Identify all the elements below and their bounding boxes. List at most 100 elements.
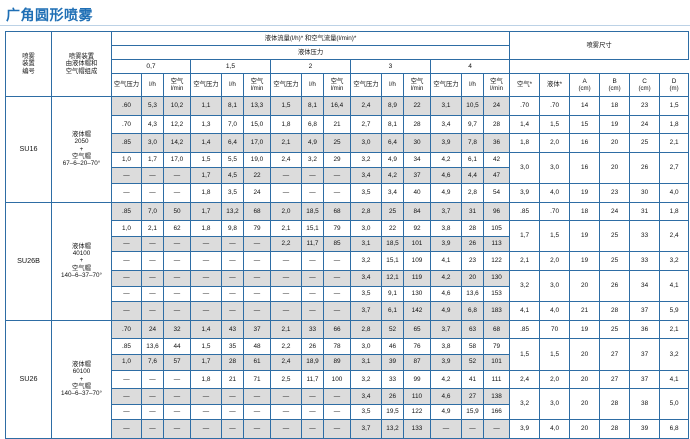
header-air-lmin-5: 空气 l/min bbox=[482, 73, 511, 97]
header-air-lmin-1: 空气 l/min bbox=[163, 73, 191, 97]
assembly-line-3: + bbox=[79, 257, 84, 265]
data-cell-empty: — bbox=[243, 388, 271, 405]
data-cell: 4,2 bbox=[381, 167, 404, 184]
data-cell-empty: — bbox=[323, 251, 351, 271]
data-cell: 6,8 bbox=[301, 114, 324, 135]
data-cell: 7,8 bbox=[461, 133, 484, 153]
model-line-2: 装置 bbox=[22, 60, 35, 68]
spray-dimension-cell: 16 bbox=[569, 151, 601, 184]
spray-dimension-cell: 26 bbox=[599, 269, 631, 303]
data-cell: 3,7 bbox=[350, 301, 382, 321]
data-cell: 12,2 bbox=[163, 114, 191, 135]
data-cell: 2,7 bbox=[350, 114, 382, 135]
data-cell: 18,9 bbox=[301, 353, 324, 371]
spray-dimension-cell: 19 bbox=[569, 319, 601, 340]
data-cell-empty: — bbox=[141, 285, 164, 303]
data-cell: 2,5 bbox=[270, 369, 302, 390]
table-row: — — — — — — — — —3,2 15,1 109 4,1 23 122 2,1 2,0 19 25 33 3… bbox=[6, 251, 690, 271]
data-cell-empty: — bbox=[111, 167, 142, 184]
spray-dimension-cell: 38 bbox=[629, 388, 661, 421]
dim-d-letter: D bbox=[671, 77, 677, 85]
data-cell: 63 bbox=[461, 319, 484, 340]
header-row-units: 空气压力 l/h 空气 l/min 空气压力 l/h 空气 l/min 空气压力… bbox=[6, 73, 690, 97]
data-cell: 18,5 bbox=[301, 201, 324, 222]
data-cell: 39 bbox=[381, 353, 404, 371]
spray-dimension-cell: 34 bbox=[629, 269, 661, 303]
data-cell: .85 bbox=[111, 338, 142, 355]
data-cell: 14,2 bbox=[163, 133, 191, 153]
table-row: SU16 液体帽 2050 + 空气帽 67–6–20–70° .60 5,3 10,2 1,1 8… bbox=[5, 96, 690, 203]
spray-dimension-cell: 4,1 bbox=[659, 369, 690, 390]
data-cell: 18,5 bbox=[381, 235, 404, 253]
data-cell-empty: — bbox=[270, 182, 302, 203]
data-cell-empty: — bbox=[163, 285, 191, 303]
data-cell: 130 bbox=[403, 285, 431, 303]
data-cell: 34 bbox=[403, 151, 431, 169]
data-cell: 37 bbox=[403, 167, 431, 184]
data-cell: 6,1 bbox=[461, 151, 484, 169]
spray-dimension-cell: 1,4 bbox=[509, 114, 541, 135]
data-cell: 79 bbox=[323, 220, 351, 237]
data-cell-empty: — bbox=[141, 182, 164, 203]
data-cell: 2,1 bbox=[270, 220, 302, 237]
data-cell: 79 bbox=[482, 338, 511, 355]
header-row-groups: 喷雾 装置 编号 喷雾装置 由液体帽和 空气帽组成 液体流量(l/h)* 和空气… bbox=[5, 31, 690, 97]
assembly-line-5: 67–6–20–70° bbox=[62, 160, 101, 168]
spray-dimension-cell: 15 bbox=[569, 114, 601, 135]
header-air-pressure-3: 空气压力 bbox=[270, 73, 302, 97]
data-cell: 101 bbox=[482, 353, 511, 371]
data-cell: 2,4 bbox=[270, 151, 302, 169]
data-cell-empty: — bbox=[111, 403, 142, 421]
data-cell: 1,4 bbox=[190, 319, 222, 340]
dim-d-unit: (m) bbox=[669, 85, 679, 93]
model-number-cell: SU16 bbox=[5, 96, 52, 203]
data-cell: 8,1 bbox=[301, 96, 324, 116]
data-cell: 68 bbox=[323, 201, 351, 222]
spray-dimension-cell: 37 bbox=[629, 338, 661, 371]
data-cell: 54 bbox=[482, 182, 511, 203]
data-cell: .70 bbox=[111, 319, 142, 340]
data-cell-empty: — bbox=[243, 403, 271, 421]
spray-dimension-cell: 2,1 bbox=[659, 319, 690, 340]
spray-dimension-cell: 5,9 bbox=[659, 301, 690, 321]
data-cell: 68 bbox=[482, 319, 511, 340]
data-cell: 4,3 bbox=[141, 114, 164, 135]
data-cell: .70 bbox=[111, 114, 142, 135]
assembly-line-4: 空气帽 bbox=[72, 264, 91, 272]
data-cell-empty: — bbox=[270, 285, 302, 303]
data-cell: 96 bbox=[482, 201, 511, 222]
data-cell: 6,4 bbox=[221, 133, 244, 153]
data-cell-empty: — bbox=[323, 301, 351, 321]
header-lh-2: l/h bbox=[221, 73, 244, 97]
data-cell-empty: — bbox=[270, 269, 302, 287]
header-dim-d: D (m) bbox=[659, 73, 690, 97]
data-cell: 3,7 bbox=[350, 419, 382, 439]
header-lh-1: l/h bbox=[141, 73, 164, 97]
table-row: SU26 液体帽 60100 + 空气帽 140–6–37–70° .70 24 32 1,4 43… bbox=[5, 319, 690, 439]
data-cell: 84 bbox=[403, 201, 431, 222]
data-cell: 1,7 bbox=[141, 151, 164, 169]
header-lh-5: l/h bbox=[461, 73, 484, 97]
data-cell: 7,0 bbox=[221, 114, 244, 135]
header-air-lmin-2: 空气 l/min bbox=[243, 73, 271, 97]
spray-dimension-cell: 2,0 bbox=[539, 133, 571, 153]
data-cell: 13,2 bbox=[381, 419, 404, 439]
header-air-pressure-4: 空气压力 bbox=[350, 73, 382, 97]
data-cell-empty: — bbox=[190, 235, 222, 253]
data-cell: 3,0 bbox=[350, 220, 382, 237]
page-title: 广角圆形喷雾 bbox=[6, 7, 93, 23]
spray-dimension-cell: 30 bbox=[629, 182, 661, 203]
data-cell: 1,5 bbox=[190, 338, 222, 355]
data-cell: 5,5 bbox=[221, 151, 244, 169]
data-cell-empty: — bbox=[270, 388, 302, 405]
data-cell-empty: — bbox=[323, 388, 351, 405]
data-cell-empty: — bbox=[301, 285, 324, 303]
data-cell: 4,1 bbox=[430, 251, 462, 271]
data-cell: 2,2 bbox=[270, 235, 302, 253]
data-cell: 50 bbox=[163, 201, 191, 222]
data-cell: 153 bbox=[482, 285, 511, 303]
data-cell-empty: — bbox=[190, 419, 222, 439]
spray-dimension-cell: 18 bbox=[599, 96, 631, 116]
data-cell: 30 bbox=[403, 133, 431, 153]
data-cell: 1,3 bbox=[190, 114, 222, 135]
